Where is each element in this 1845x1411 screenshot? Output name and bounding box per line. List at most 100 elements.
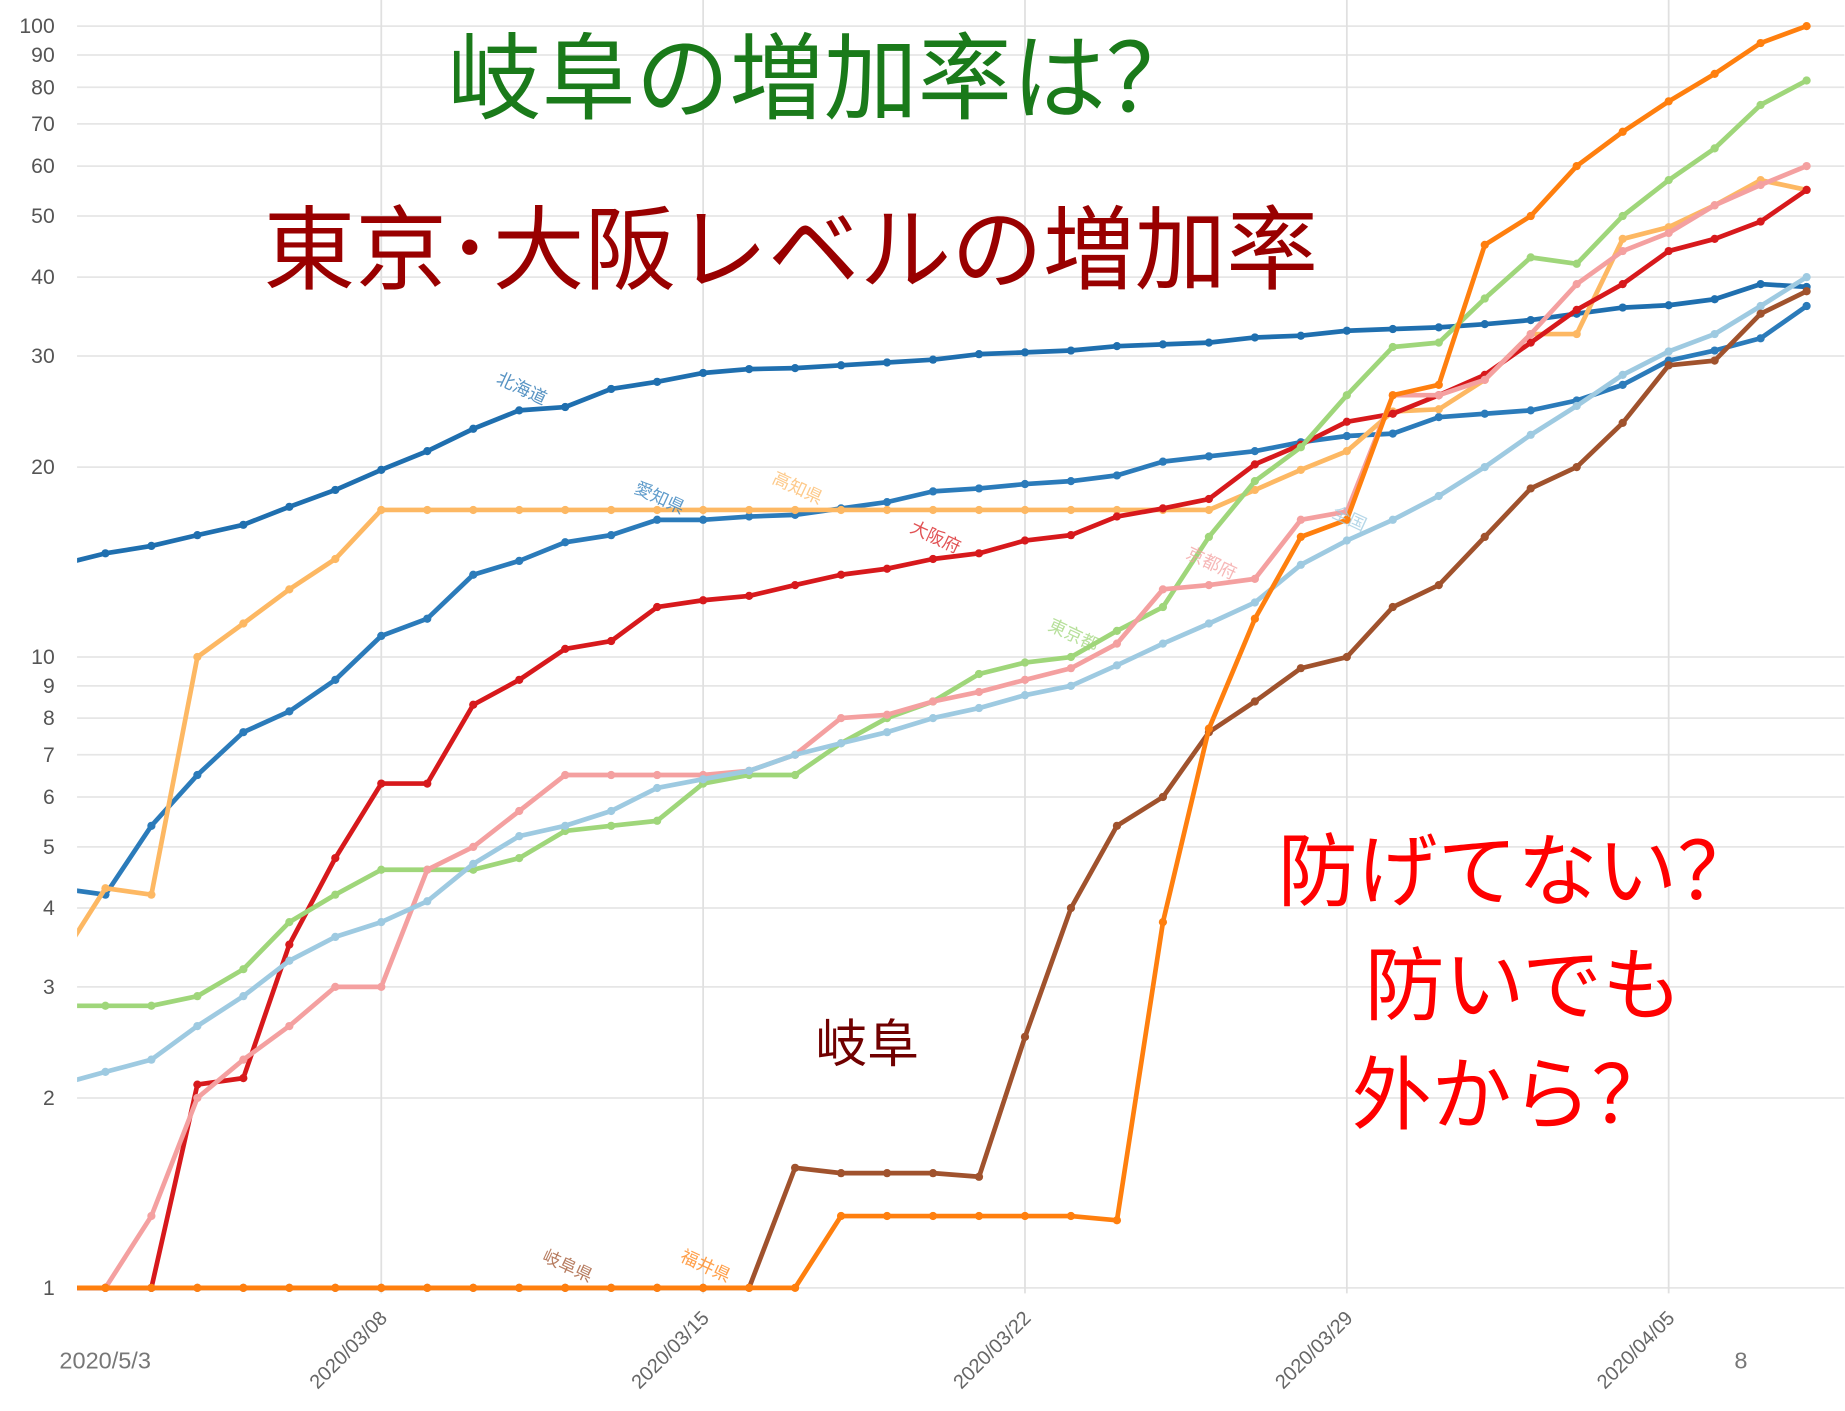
data-point [699, 515, 708, 524]
data-point [882, 505, 892, 515]
data-point [1618, 370, 1627, 380]
data-point [1388, 515, 1397, 524]
data-point [1618, 211, 1627, 221]
data-point [55, 1284, 63, 1292]
series-label: 高知県 [769, 468, 826, 509]
data-point [423, 897, 432, 906]
data-point [1158, 457, 1168, 466]
data-point [469, 842, 478, 852]
data-point [882, 728, 892, 737]
y-tick-label: 6 [43, 786, 55, 809]
data-point [1250, 614, 1259, 623]
data-point [607, 531, 616, 540]
data-point [1388, 324, 1397, 334]
data-point [1158, 792, 1168, 802]
data-point [193, 1283, 202, 1292]
data-point [101, 1283, 110, 1292]
data-point [1434, 413, 1443, 422]
data-point [1342, 515, 1351, 524]
data-point [1664, 347, 1673, 356]
data-point [1618, 127, 1627, 136]
y-tick-label: 9 [43, 675, 55, 698]
data-point [239, 992, 248, 1001]
data-point [1664, 97, 1673, 106]
data-point [744, 1283, 754, 1292]
data-point [1296, 465, 1305, 474]
data-point [653, 1283, 662, 1292]
y-tick-label: 10 [31, 646, 55, 669]
data-point [147, 821, 156, 830]
data-point [1066, 681, 1076, 690]
data-point [101, 884, 110, 893]
data-point [1204, 494, 1214, 504]
series-label: 京都府 [1183, 543, 1240, 584]
data-point [928, 554, 938, 564]
data-point [377, 1283, 386, 1292]
data-point [928, 697, 938, 706]
data-point [974, 703, 984, 713]
data-point [790, 1163, 800, 1172]
data-point [1112, 661, 1122, 670]
data-point [1802, 21, 1811, 31]
data-point [1066, 1211, 1076, 1221]
data-point [790, 770, 800, 780]
data-point [1480, 462, 1489, 472]
data-point [469, 505, 478, 515]
data-point [1204, 338, 1214, 347]
data-point [1572, 462, 1581, 472]
data-point [1756, 180, 1765, 190]
data-point [55, 561, 63, 569]
data-point [239, 619, 248, 628]
data-point [744, 512, 754, 521]
data-point [653, 783, 662, 793]
data-point [377, 505, 386, 515]
data-point [882, 1169, 892, 1178]
data-point [607, 636, 616, 646]
data-point [331, 890, 340, 899]
data-point [1020, 675, 1030, 684]
data-point [377, 917, 386, 927]
y-tick-label: 70 [31, 113, 55, 136]
data-point [1526, 406, 1535, 415]
data-point [239, 1074, 248, 1083]
y-tick-label: 8 [43, 707, 55, 730]
page-number: 8 [1734, 1348, 1747, 1374]
y-tick-label: 1 [43, 1277, 55, 1300]
data-point [653, 377, 662, 386]
data-point [1112, 1216, 1122, 1225]
data-point [1480, 320, 1489, 329]
series-line [77, 304, 1808, 898]
data-point [469, 424, 478, 433]
data-point [285, 585, 294, 594]
data-point [1480, 375, 1489, 384]
data-point [1066, 664, 1076, 673]
data-point [1342, 391, 1351, 400]
data-point [974, 350, 984, 359]
y-tick-label: 3 [43, 976, 55, 999]
data-point [607, 505, 616, 515]
data-point [1526, 484, 1535, 493]
data-point [193, 1021, 202, 1031]
data-point [469, 700, 478, 709]
data-point [1342, 536, 1351, 545]
data-point [607, 770, 616, 780]
data-point [515, 853, 524, 863]
data-point [882, 358, 892, 367]
data-point [1066, 505, 1076, 515]
data-point [55, 1284, 63, 1292]
data-point [974, 549, 984, 558]
y-tick-label: 60 [31, 155, 55, 178]
data-point [1572, 279, 1581, 289]
data-point [1756, 279, 1765, 289]
data-point [836, 1169, 846, 1178]
data-point [515, 1283, 524, 1292]
data-point [1204, 505, 1214, 515]
data-point [1158, 639, 1168, 648]
data-point [1434, 391, 1443, 400]
data-point [974, 484, 984, 493]
data-point [1756, 100, 1765, 110]
data-point [1112, 512, 1122, 521]
data-point [55, 1002, 63, 1010]
data-point [882, 497, 892, 507]
data-point [377, 465, 386, 474]
